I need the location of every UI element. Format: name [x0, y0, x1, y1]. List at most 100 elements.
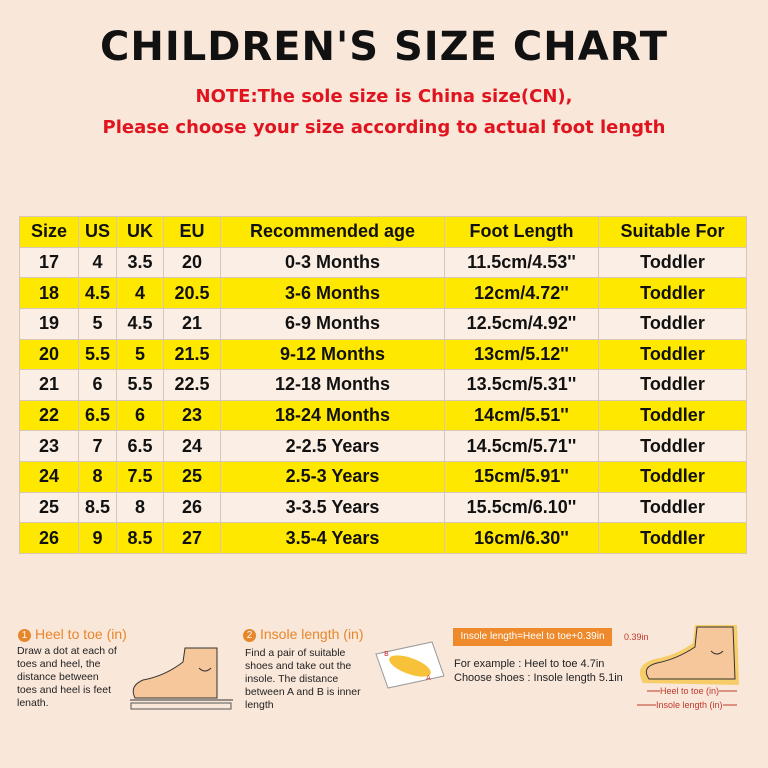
table-cell: 22.5	[164, 370, 221, 401]
table-cell: 20.5	[164, 278, 221, 309]
table-cell: 26	[164, 492, 221, 524]
size-table: Size US UK EU Recommended age Foot Length Suit…	[19, 216, 747, 554]
table-cell: Toddler	[599, 431, 747, 463]
table-cell: 21	[164, 308, 221, 340]
text-line: insole. The distance	[245, 673, 339, 685]
table-cell: 3.5	[117, 247, 164, 279]
title: CHILDREN'S SIZE CHART	[99, 24, 668, 70]
table-cell: 4	[79, 247, 117, 279]
formula-box: Insole length=Heel to toe+0.39in	[453, 628, 612, 646]
table-cell: 4.5	[117, 308, 164, 340]
table-cell: 9-12 Months	[221, 339, 445, 371]
text-line: distance between	[17, 671, 99, 683]
table-cell: 5.5	[79, 339, 117, 371]
table-cell: Toddler	[599, 523, 747, 554]
table-cell: 19	[20, 308, 79, 340]
figure-label: Insole length (in)	[656, 700, 723, 710]
table-cell: 3-6 Months	[221, 278, 445, 309]
table-cell: 6.5	[79, 400, 117, 432]
table-cell: 6-9 Months	[221, 308, 445, 340]
text-line: shoes and take out the	[245, 660, 352, 672]
header-cell: EU	[164, 217, 221, 248]
table-cell: 7.5	[117, 462, 164, 493]
table-cell: 26	[20, 523, 79, 554]
table-cell: 13cm/5.12''	[445, 339, 599, 371]
header-cell: Foot Length	[445, 217, 599, 248]
formula-text: For example : Heel to toe 4.7in Choose sh…	[454, 657, 623, 685]
table-cell: Toddler	[599, 308, 747, 340]
table-cell: 5.5	[117, 370, 164, 401]
step-title-text: Heel to toe (in)	[35, 626, 127, 642]
table-cell: 11.5cm/4.53''	[445, 247, 599, 279]
table-cell: 4.5	[79, 278, 117, 309]
table-cell: 17	[20, 247, 79, 279]
table-cell: 25	[164, 462, 221, 493]
table-cell: 12cm/4.72''	[445, 278, 599, 309]
figure-label: 0.39in	[624, 632, 649, 642]
table-cell: 21.5	[164, 339, 221, 371]
table-cell: 7	[79, 431, 117, 463]
table-cell: Toddler	[599, 370, 747, 401]
table-cell: 3-3.5 Years	[221, 492, 445, 524]
step-number: 2	[243, 629, 256, 642]
insole-illustration: B A	[375, 641, 445, 689]
step-text: Find a pair of suitable shoes and take ou…	[245, 647, 375, 712]
step-title: 1 Heel to toe (in)	[18, 626, 127, 642]
table-cell: Toddler	[599, 492, 747, 524]
table-cell: 13.5cm/5.31''	[445, 370, 599, 401]
table-cell: 21	[20, 370, 79, 401]
point-label: A	[426, 674, 431, 682]
text-line: length	[245, 699, 274, 711]
table-cell: 0-3 Months	[221, 247, 445, 279]
table-cell: 8	[79, 462, 117, 493]
step-title: 2 Insole length (in)	[243, 626, 364, 642]
table-cell: 18-24 Months	[221, 400, 445, 432]
table-cell: 23	[164, 400, 221, 432]
figure-label: Heel to toe (in)	[660, 686, 720, 696]
table-cell: 12-18 Months	[221, 370, 445, 401]
table-cell: 2.5-3 Years	[221, 462, 445, 493]
header-cell: Size	[20, 217, 79, 248]
step-title-text: Insole length (in)	[260, 626, 364, 642]
table-cell: 12.5cm/4.92''	[445, 308, 599, 340]
table-cell: Toddler	[599, 339, 747, 371]
header-cell: UK	[117, 217, 164, 248]
table-cell: 14.5cm/5.71''	[445, 431, 599, 463]
table-cell: 3.5-4 Years	[221, 523, 445, 554]
table-cell: 23	[20, 431, 79, 463]
table-cell: 5	[79, 308, 117, 340]
table-cell: 8	[117, 492, 164, 524]
header-cell: US	[79, 217, 117, 248]
foot-illustration	[130, 647, 233, 710]
table-cell: 18	[20, 278, 79, 309]
table-cell: 16cm/6.30''	[445, 523, 599, 554]
table-cell: 4	[117, 278, 164, 309]
table-cell: 6	[79, 370, 117, 401]
text-line: toes and heel, the	[17, 658, 101, 670]
table-cell: 15cm/5.91''	[445, 462, 599, 493]
table-cell: 2-2.5 Years	[221, 431, 445, 463]
step-text: Draw a dot at each of toes and heel, the d…	[17, 645, 127, 710]
table-cell: 20	[20, 339, 79, 371]
table-cell: 27	[164, 523, 221, 554]
text-line: lenath.	[17, 697, 49, 709]
table-cell: Toddler	[599, 462, 747, 493]
table-cell: 20	[164, 247, 221, 279]
step-number: 1	[18, 629, 31, 642]
table-cell: Toddler	[599, 278, 747, 309]
table-cell: Toddler	[599, 247, 747, 279]
table-cell: 8.5	[117, 523, 164, 554]
text-line: toes and heel is feet	[17, 684, 111, 696]
table-cell: 15.5cm/6.10''	[445, 492, 599, 524]
header-cell: Recommended age	[221, 217, 445, 248]
header-cell: Suitable For	[599, 217, 747, 248]
table-cell: 6	[117, 400, 164, 432]
text-line: Draw a dot at each of	[17, 645, 117, 657]
table-cell: 6.5	[117, 431, 164, 463]
table-cell: 14cm/5.51''	[445, 400, 599, 432]
text-line: Find a pair of suitable	[245, 647, 346, 659]
table-cell: 22	[20, 400, 79, 432]
table-cell: Toddler	[599, 400, 747, 432]
text-line: For example : Heel to toe 4.7in	[454, 658, 605, 670]
